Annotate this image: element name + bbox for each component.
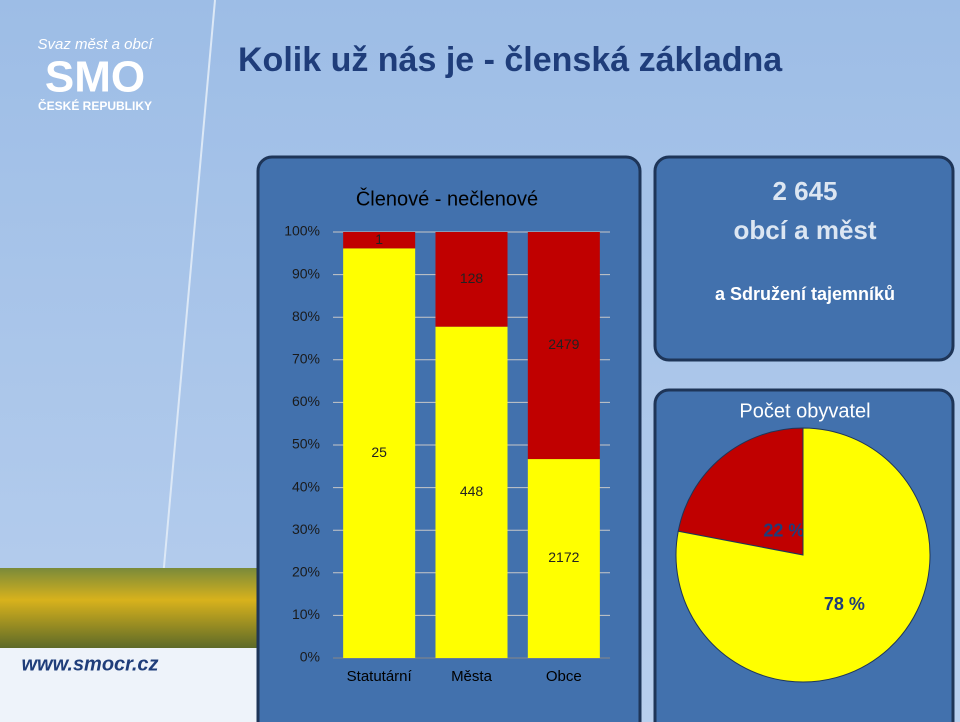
y-tick-label: 90%	[292, 265, 320, 281]
y-tick-label: 80%	[292, 308, 320, 324]
y-tick-label: 20%	[292, 564, 320, 580]
url: www.smocr.cz	[21, 653, 158, 675]
data-label: 2172	[548, 549, 579, 565]
data-label: 22 %	[763, 521, 804, 541]
x-tick-label: Obce	[546, 668, 582, 685]
bar-segment	[343, 232, 416, 249]
data-label: 25	[371, 444, 387, 460]
logo-top: Svaz měst a obcí	[37, 36, 154, 53]
info-number: 2 645	[772, 176, 837, 206]
bar-segment	[435, 326, 508, 658]
info-line: a Sdružení tajemníků	[715, 284, 895, 304]
logo-main: SMO	[45, 53, 145, 102]
y-tick-label: 60%	[292, 393, 320, 409]
y-tick-label: 30%	[292, 521, 320, 537]
logo-bottom: ČESKÉ REPUBLIKY	[38, 98, 152, 113]
sunflower-field	[0, 568, 258, 648]
data-label: 78 %	[824, 594, 865, 614]
data-label: 128	[460, 270, 484, 286]
y-tick-label: 50%	[292, 436, 320, 452]
bar-segment	[435, 232, 508, 327]
footer-band	[0, 648, 258, 722]
x-tick-label: Města	[451, 668, 493, 685]
y-tick-label: 100%	[284, 223, 320, 239]
y-tick-label: 40%	[292, 478, 320, 494]
pie-slice	[675, 427, 931, 683]
data-label: 2479	[548, 336, 579, 352]
pie-slice	[677, 427, 804, 556]
x-tick-label: Statutární	[347, 668, 413, 685]
info-panel	[653, 155, 955, 362]
chart-title: Počet obyvatel	[739, 400, 870, 422]
info-line: obcí a měst	[733, 215, 876, 245]
bar-segment	[527, 232, 600, 460]
data-label: 1	[375, 231, 383, 247]
data-label: 448	[460, 483, 484, 499]
slide-title: Kolik už nás je - členská základna	[238, 41, 783, 79]
chart-title: Členové - nečlenové	[356, 187, 538, 210]
bar-segment	[343, 248, 416, 658]
y-tick-label: 10%	[292, 606, 320, 622]
bar-segment	[527, 459, 600, 658]
y-tick-label: 0%	[300, 649, 320, 665]
y-tick-label: 70%	[292, 351, 320, 367]
